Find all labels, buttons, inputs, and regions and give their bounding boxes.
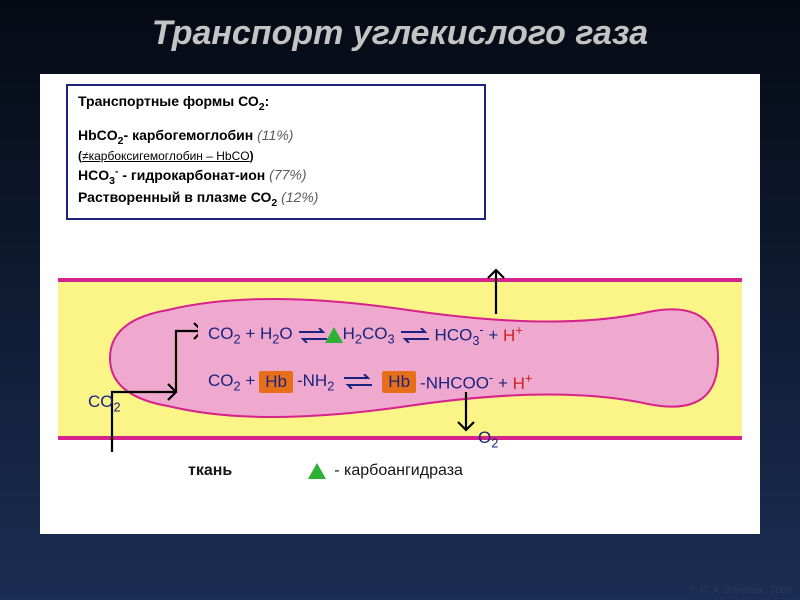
co2-label: CO2 [88,392,121,414]
copyright-text: © И. А. Вакулюк, 2008 [689,585,792,596]
slide-title: Транспорт углекислого газа [0,0,800,53]
transport-diagram: CO2 + H2O H2CO3 HCO3- + H+ CO2 + Hb -NH2 [58,264,742,486]
carboanhydrase-icon [325,327,343,343]
hb-box: Hb [382,371,416,393]
legend-tissue: ткань [188,462,232,480]
forms-line-1: HbCO2- карбогемоглобин (11%) [78,126,474,148]
equation-carbamino: CO2 + Hb -NH2 Hb -NHCOO- + H+ [208,370,532,394]
hco3-outflow-arrow-icon [476,264,516,324]
co2-inflow-arrow-icon [58,264,198,464]
equilibrium-arrow-icon [299,328,327,343]
equilibrium-arrow-icon [401,328,429,343]
equation-carbonic: CO2 + H2O H2CO3 HCO3- + H+ [208,322,523,348]
forms-line-2: (≠карбоксигемоглобин – HbCO) [78,148,474,164]
o2-label: O2 [478,428,498,450]
hb-box: Hb [259,371,293,393]
forms-heading: Транспортные формы СО2: [78,92,474,114]
transport-forms-box: Транспортные формы СО2: HbCO2- карбогемо… [66,84,486,220]
content-panel: Транспортные формы СО2: HbCO2- карбогемо… [40,74,760,534]
forms-line-3: HCO3- - гидрокарбонат-ион (77%) [78,164,474,188]
legend-enzyme: - карбоангидраза [308,462,463,480]
forms-line-4: Растворенный в плазме СО2 (12%) [78,188,474,210]
carboanhydrase-icon [308,463,326,479]
diagram-legend: ткань - карбоангидраза [188,462,463,480]
equilibrium-arrow-icon [344,374,372,389]
